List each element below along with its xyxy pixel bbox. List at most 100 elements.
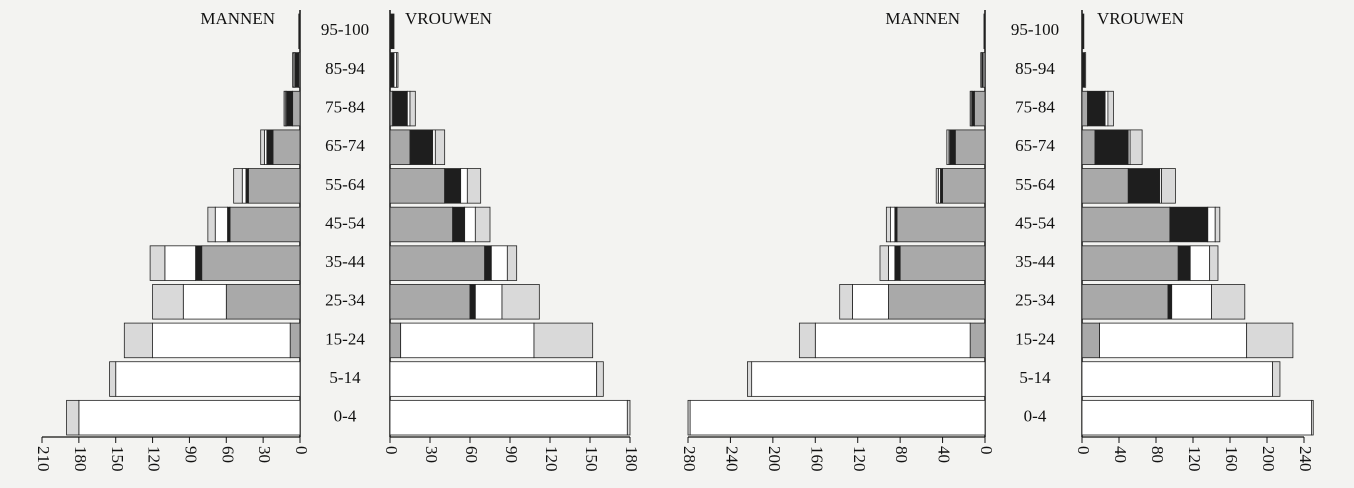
bar-segment xyxy=(949,129,956,165)
bar-segment xyxy=(888,284,986,320)
bar-segment xyxy=(389,245,486,281)
bar-segment xyxy=(1167,284,1173,320)
bar-segment xyxy=(389,13,395,50)
bar-segment xyxy=(890,206,896,243)
age-label: 35-44 xyxy=(325,252,365,271)
age-label: 85-94 xyxy=(325,59,365,78)
x-tick-label: 120 xyxy=(850,446,869,472)
x-tick-label: 0 xyxy=(977,446,996,455)
bar-segment xyxy=(1081,206,1171,243)
age-label: 0-4 xyxy=(334,407,357,426)
bar-segment xyxy=(247,168,301,204)
age-label: 15-24 xyxy=(325,329,365,348)
x-tick-label: 30 xyxy=(255,446,274,463)
bar-segment xyxy=(689,399,986,436)
bar-segment xyxy=(879,245,889,281)
age-label: 55-64 xyxy=(1015,175,1055,194)
bar-segment xyxy=(214,206,228,243)
bar-segment xyxy=(289,322,301,359)
bar-segment xyxy=(389,361,598,397)
bar-segment xyxy=(149,245,166,281)
x-tick-label: 210 xyxy=(34,446,53,472)
x-tick-label: 0 xyxy=(292,446,311,455)
bar-segment xyxy=(814,322,971,359)
x-tick-label: 0 xyxy=(382,446,401,455)
bar-segment xyxy=(983,13,986,50)
bar-segment xyxy=(1099,322,1248,359)
bar-segment xyxy=(152,322,291,359)
x-tick-label: 150 xyxy=(582,446,601,472)
bar-segment xyxy=(272,129,301,165)
bar-segment xyxy=(1211,284,1246,320)
x-tick-label: 60 xyxy=(218,446,237,463)
age-label: 35-44 xyxy=(1015,252,1055,271)
bar-segment xyxy=(969,90,972,127)
bar-segment xyxy=(201,245,301,281)
bar-segment xyxy=(1207,206,1216,243)
bar-segment xyxy=(452,206,466,243)
bar-segment xyxy=(484,245,492,281)
bar-segment xyxy=(460,168,468,204)
bar-segment xyxy=(1081,90,1088,127)
x-tick-label: 40 xyxy=(1111,446,1130,463)
x-tick-label: 200 xyxy=(1259,446,1278,472)
bar-segment xyxy=(389,168,446,204)
x-tick-label: 120 xyxy=(1185,446,1204,472)
bar-segment xyxy=(1129,129,1143,165)
bar-segment xyxy=(241,168,247,204)
bar-segment xyxy=(1081,399,1312,436)
bar-segment xyxy=(687,399,691,436)
x-tick-label: 40 xyxy=(935,446,954,463)
bar-segment xyxy=(469,284,476,320)
bar-segment xyxy=(490,245,508,281)
bar-segment xyxy=(400,322,535,359)
bar-segment xyxy=(1081,52,1086,88)
bar-segment xyxy=(1311,399,1314,436)
bar-segment xyxy=(292,90,301,127)
bar-segment xyxy=(182,284,227,320)
bar-segment xyxy=(942,168,986,204)
bar-segment xyxy=(1087,90,1106,127)
bar-segment xyxy=(78,399,301,436)
x-tick-label: 180 xyxy=(622,446,641,472)
bar-segment xyxy=(283,90,286,127)
bar-segment xyxy=(1081,322,1100,359)
bar-segment xyxy=(1214,206,1221,243)
bar-segment xyxy=(294,52,300,88)
bar-segment xyxy=(935,168,939,204)
bar-segment xyxy=(1104,90,1109,127)
x-tick-label: 90 xyxy=(502,446,521,463)
bar-segment xyxy=(1161,168,1176,204)
bar-segment xyxy=(392,90,408,127)
bar-segment xyxy=(885,206,891,243)
x-tick-label: 90 xyxy=(182,446,201,463)
bar-segment xyxy=(286,90,294,127)
x-tick-label: 120 xyxy=(542,446,561,472)
x-tick-label: 280 xyxy=(680,446,699,472)
bar-segment xyxy=(292,52,295,88)
bar-segment xyxy=(798,322,816,359)
bar-segment xyxy=(751,361,986,397)
x-tick-label: 200 xyxy=(765,446,784,472)
bar-segment xyxy=(389,284,471,320)
x-tick-label: 80 xyxy=(1148,446,1167,463)
x-tick-label: 80 xyxy=(892,446,911,463)
side-title: VROUWEN xyxy=(1097,9,1184,28)
x-tick-label: 180 xyxy=(71,446,90,472)
bar-segment xyxy=(115,361,301,397)
bar-segment xyxy=(1081,129,1096,165)
bar-segment xyxy=(474,284,503,320)
bar-segment xyxy=(1169,206,1209,243)
bar-segment xyxy=(225,284,301,320)
bar-segment xyxy=(747,361,753,397)
age-label: 15-24 xyxy=(1015,329,1055,348)
bar-segment xyxy=(409,129,434,165)
side-title: VROUWEN xyxy=(405,9,492,28)
x-tick-label: 120 xyxy=(145,446,164,472)
bar-segment xyxy=(1171,284,1212,320)
bar-segment xyxy=(946,129,950,165)
bar-segment xyxy=(298,13,301,50)
bar-segment xyxy=(389,90,394,127)
bar-segment xyxy=(260,129,265,165)
bar-segment xyxy=(109,361,117,397)
